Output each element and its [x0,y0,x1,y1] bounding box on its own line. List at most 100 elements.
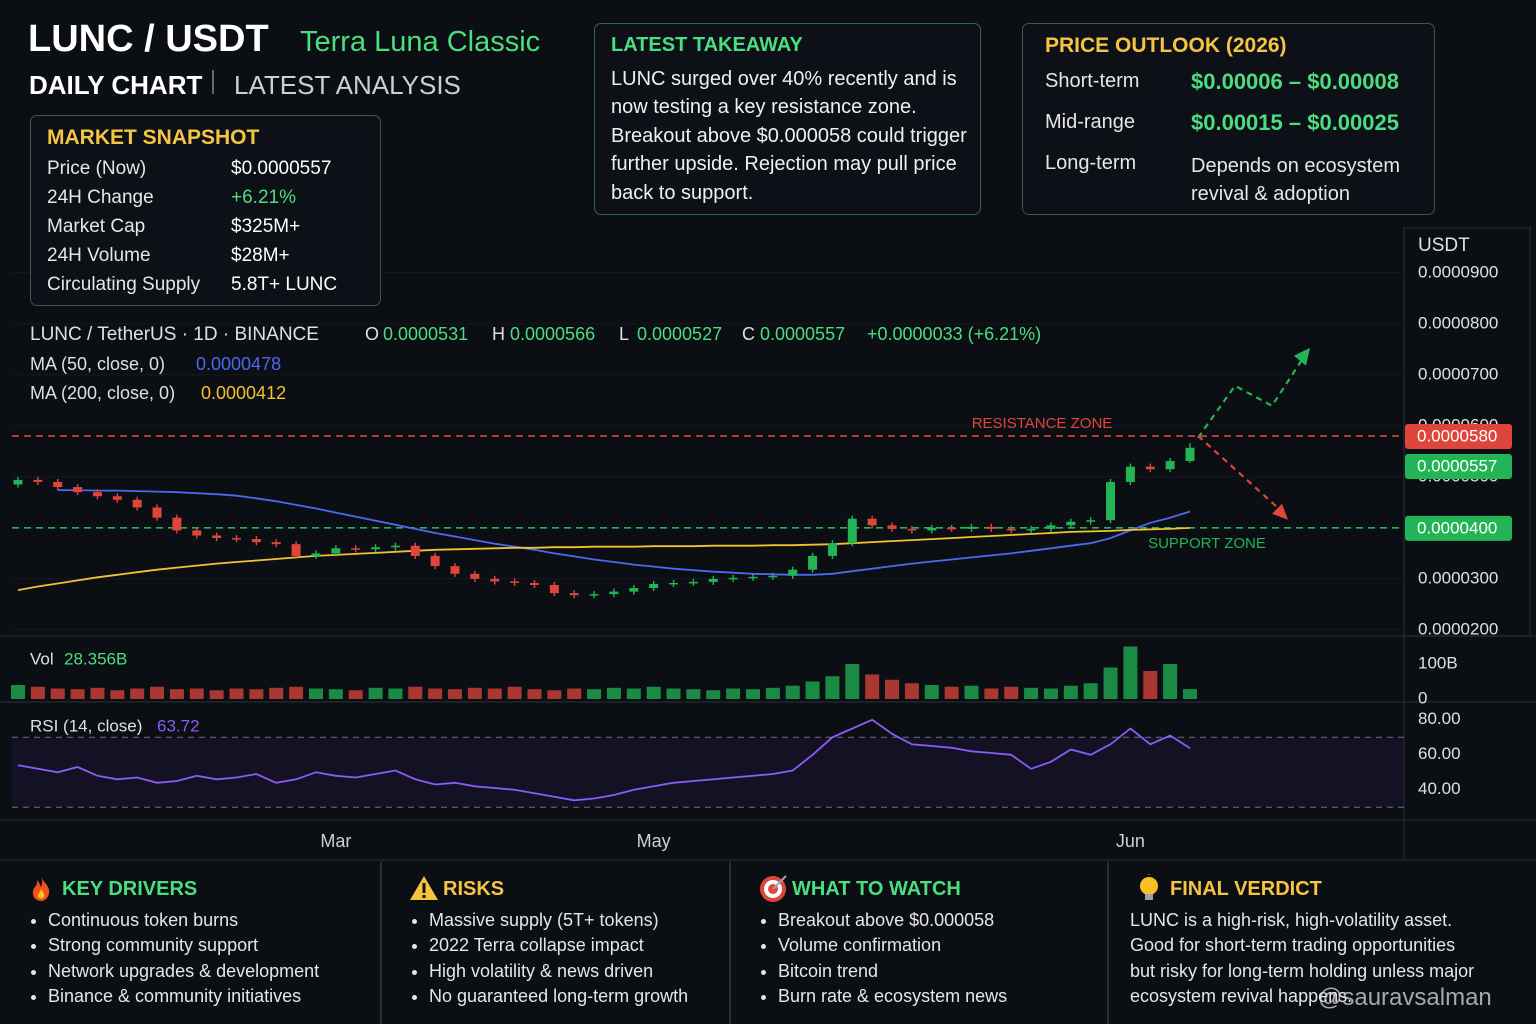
volume-bar [885,679,900,699]
candle-body [688,581,698,584]
outlook-value: $0.00006 – $0.00008 [1191,69,1399,94]
fire-icon [32,876,50,901]
volume-bar [785,685,800,699]
volume-bar [527,689,542,699]
volume-bar [587,689,602,699]
snapshot-label: 24H Change [47,187,154,208]
panel-item: Strong community support [48,933,319,958]
moving-average-line [17,527,1191,591]
snapshot-label: Price (Now) [47,158,147,179]
candle-body [748,576,758,579]
y-tick-label: 0.0000200 [1418,619,1498,638]
volume-bar [984,688,999,699]
candle-body [1026,528,1036,531]
volume-bar [408,686,423,699]
y-tick-label: 60.00 [1418,744,1461,763]
volume-bar [1123,646,1138,699]
outlook-label: Short-term [1045,70,1140,92]
volume-bar [70,689,85,699]
volume-bar [209,690,224,699]
target-icon [760,875,787,902]
snapshot-label: Circulating Supply [47,274,201,295]
volume-bar [1043,688,1058,699]
panel-title: RISKS [443,878,505,900]
snapshot-value: $0.0000557 [231,158,332,179]
volume-bar [507,686,522,699]
ohlc-value: 0.0000566 [510,324,595,344]
volume-bar [944,686,959,699]
volume-bar [50,688,65,699]
legend-value: 0.0000478 [196,354,281,374]
level-label: SUPPORT ZONE [1148,535,1266,552]
market-snapshot: MARKET SNAPSHOT Price (Now) $0.0000557 24H… [30,115,381,306]
snapshot-title: MARKET SNAPSHOT [47,126,260,149]
outlook-value: $0.00015 – $0.00025 [1191,110,1399,135]
candle-body [510,581,520,583]
panel-item: 2022 Terra collapse impact [429,933,688,958]
candle-body [192,530,202,536]
watermark: @sauravsalman [1318,984,1492,1011]
y-tick-label: 0.0000900 [1418,262,1498,281]
price-badge [1405,424,1512,450]
candle-body [768,575,778,578]
candle-body [1006,528,1016,531]
panel-title: KEY DRIVERS [62,878,198,900]
volume-bar [467,687,482,699]
level-label: RESISTANCE ZONE [972,415,1113,432]
y-tick-label: 80.00 [1418,709,1461,728]
snapshot-value: 5.8T+ LUNC [231,274,338,295]
candle-body [212,535,222,539]
bulb-icon [1140,874,1158,900]
volume-bar [30,686,45,699]
volume-bar [388,688,403,699]
candle-body [371,547,381,550]
candle-body [1066,521,1076,526]
price-badge [1405,454,1512,480]
candle-body [629,588,639,592]
volume-bar [229,688,244,699]
takeaway-text: LUNC surged over 40% recently and is now… [611,68,967,204]
snapshot-label: Market Cap [47,216,146,237]
panel-item: Breakout above $0.000058 [778,908,1007,933]
outlook-label: Mid-range [1045,111,1136,133]
legend-label: MA (200, close, 0) [30,383,175,403]
volume-bar [1103,667,1118,699]
panel-item: High volatility & news driven [429,959,688,984]
panel-item: Binance & community initiatives [48,984,319,1009]
projection-up [1197,359,1303,439]
projection-down [1197,434,1281,511]
candle-body [311,553,321,556]
panel-title: WHAT TO WATCH [792,878,961,900]
volume-bar [686,689,701,699]
volume-bar [1004,686,1019,699]
volume-bar [1143,671,1158,699]
outlook-label: Long-term [1045,152,1137,174]
candle-body [410,545,420,556]
snapshot-label: 24H Volume [47,245,151,266]
volume-bar [90,687,105,699]
price-badge-label: 0.0000580 [1417,427,1497,446]
x-tick-label: Jun [1116,831,1145,851]
candle-body [152,507,162,518]
chart-label: DAILY CHART [29,70,203,100]
divider [1107,862,1109,1024]
arrow-head [1272,503,1288,520]
candle-body [788,569,798,576]
candle-body [669,582,679,585]
volume-bar [328,689,343,699]
panel-item: Burn rate & ecosystem news [778,984,1007,1009]
panel-item: Network upgrades & development [48,959,319,984]
volume-bar [1183,689,1197,699]
candle-body [291,544,301,556]
volume-bar [189,688,204,699]
volume-bar [547,690,562,699]
chart-title: LUNC / TetherUS · 1D · BINANCE [30,324,319,345]
divider [729,862,731,1024]
candle-body [351,548,361,550]
volume-bar [249,689,264,699]
volume-bar [110,690,125,699]
volume-bar [626,688,641,699]
volume-bar [448,689,463,699]
panel-list: Continuous token burnsStrong community s… [30,908,319,1009]
volume-bar [865,674,880,699]
